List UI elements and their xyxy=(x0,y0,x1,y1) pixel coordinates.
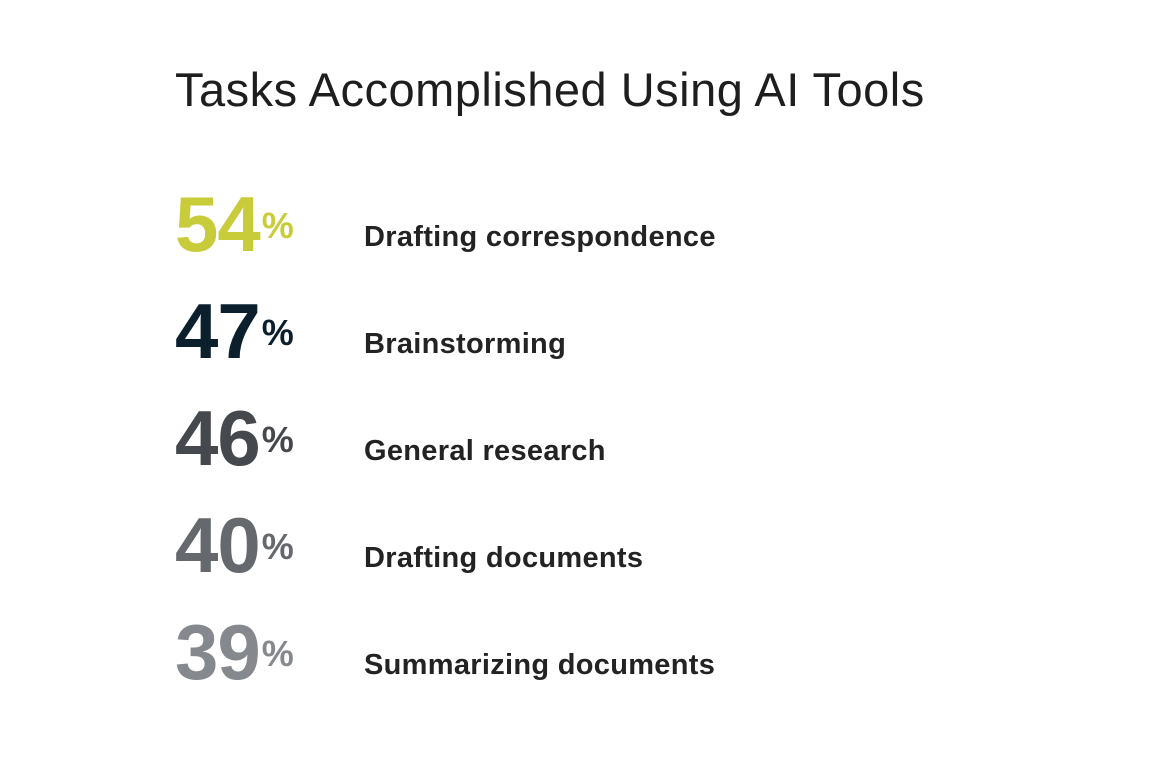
stat-value: 40% xyxy=(175,506,294,584)
stat-row: 39% Summarizing documents xyxy=(175,613,975,703)
stat-number: 46 xyxy=(175,394,261,482)
stat-row: 54% Drafting correspondence xyxy=(175,185,975,275)
percent-sign: % xyxy=(261,526,294,567)
stat-row: 47% Brainstorming xyxy=(175,292,975,382)
stat-label: Drafting correspondence xyxy=(364,221,716,253)
stat-label: General research xyxy=(364,435,606,467)
stat-number: 47 xyxy=(175,287,261,375)
percent-sign: % xyxy=(261,312,294,353)
stat-value: 54% xyxy=(175,185,294,263)
stat-label: Drafting documents xyxy=(364,542,644,574)
chart-title: Tasks Accomplished Using AI Tools xyxy=(175,63,925,116)
percent-sign: % xyxy=(261,633,294,674)
percent-sign: % xyxy=(261,419,294,460)
stat-value: 46% xyxy=(175,399,294,477)
stat-label: Summarizing documents xyxy=(364,649,716,681)
percent-sign: % xyxy=(261,205,294,246)
stat-row: 40% Drafting documents xyxy=(175,506,975,596)
stat-number: 40 xyxy=(175,501,261,589)
stat-row: 46% General research xyxy=(175,399,975,489)
stat-number: 39 xyxy=(175,608,261,696)
stat-number: 54 xyxy=(175,180,261,268)
stat-value: 47% xyxy=(175,292,294,370)
stat-value: 39% xyxy=(175,613,294,691)
stat-label: Brainstorming xyxy=(364,328,567,360)
